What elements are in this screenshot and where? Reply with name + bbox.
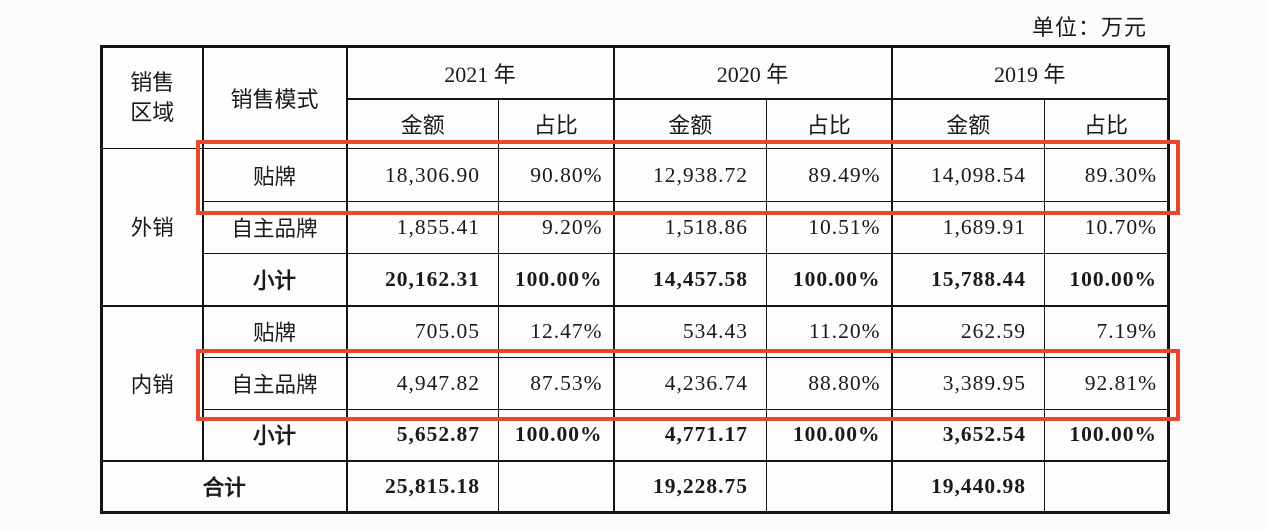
table-row-export-own-brand: 自主品牌 1,855.41 9.20% 1,518.86 10.51% 1,68… [102,201,1170,254]
total-amount-cell: 19,228.75 [612,459,768,513]
header-ratio-2019: 占比 [1044,97,1170,149]
header-row-years: 销售区域 销售模式 2021 年 2020 年 2019 年 [101,46,1170,149]
mode-cell: 小计 [201,409,347,461]
mode-cell: 贴牌 [201,148,347,202]
header-ratio-2021: 占比 [497,97,615,149]
sales-breakdown-table: 销售 区域 销售模式 2021 年 2020 年 2019 年 金额 占比 金额 … [100,45,1171,514]
ratio-cell: 100.00% [497,409,615,461]
amount-cell: 705.05 [345,304,499,358]
total-amount-cell: 25,815.18 [345,459,499,513]
table-row-export-oem: 外销 贴牌 18,306.90 90.80% 12,938.72 89.49% … [101,148,1170,306]
header-year-2019: 2019 年 [890,46,1170,99]
ratio-cell: 100.00% [766,253,893,306]
ratio-cell: 11.20% [766,304,893,358]
amount-cell: 4,236.74 [612,357,768,410]
ratio-cell: 100.00% [1044,409,1170,461]
ratio-cell: 10.51% [766,201,893,254]
header-year-2020: 2020 年 [612,46,893,99]
amount-cell: 1,518.86 [612,201,768,254]
amount-cell: 4,771.17 [612,409,768,461]
table-row-domestic-subtotal: 小计 5,652.87 100.00% 4,771.17 100.00% 3,6… [102,409,1170,461]
table-row-domestic-own-brand: 自主品牌 4,947.82 87.53% 4,236.74 88.80% 3,3… [102,357,1170,410]
amount-cell: 20,162.31 [345,253,499,306]
header-amount-2020: 金额 [612,97,768,149]
header-amount-2019: 金额 [890,97,1046,149]
table-row-export-subtotal: 小计 20,162.31 100.00% 14,457.58 100.00% 1… [102,253,1170,306]
ratio-cell: 92.81% [1044,357,1170,410]
header-year-2021: 2021 年 [345,46,615,99]
header-region-cell: 销售 区域 [101,46,203,149]
amount-cell: 12,938.72 [612,148,768,202]
amount-cell: 5,652.87 [345,409,499,461]
ratio-cell: 9.20% [497,201,615,254]
amount-cell: 3,652.54 [890,409,1046,461]
total-amount-cell: 19,440.98 [890,459,1046,513]
mode-cell: 贴牌 [201,304,347,358]
amount-cell: 1,855.41 [345,201,499,254]
ratio-cell: 100.00% [497,253,615,306]
ratio-cell: 87.53% [497,357,615,410]
amount-cell: 15,788.44 [890,253,1046,306]
amount-cell: 534.43 [612,304,768,358]
header-ratio-2020: 占比 [766,97,893,149]
amount-cell: 1,689.91 [890,201,1046,254]
ratio-cell: 90.80% [497,148,615,202]
region-cell-domestic: 内销 [101,304,203,461]
mode-cell: 小计 [201,253,347,306]
total-ratio-cell [766,459,893,513]
header-mode-cell: 销售模式 [201,46,347,149]
table-row-domestic-oem: 内销 贴牌 705.05 12.47% 534.43 11.20% 262.59… [101,304,1170,461]
ratio-cell: 89.49% [766,148,893,202]
total-ratio-cell [497,459,615,513]
amount-cell: 14,457.58 [612,253,768,306]
total-label-cell: 合计 [101,459,347,513]
header-region-line2: 区域 [130,100,175,125]
mode-cell: 自主品牌 [201,201,347,254]
amount-cell: 4,947.82 [345,357,499,410]
amount-cell: 262.59 [890,304,1046,358]
total-ratio-cell [1044,459,1170,513]
ratio-cell: 10.70% [1044,201,1170,254]
amount-cell: 3,389.95 [890,357,1046,410]
ratio-cell: 100.00% [766,409,893,461]
unit-label: 单位：万元 [1031,15,1147,40]
ratio-cell: 100.00% [1044,253,1170,306]
header-amount-2021: 金额 [345,97,499,149]
table-row-grand-total: 合计 25,815.18 19,228.75 19,440.98 [101,459,1170,513]
ratio-cell: 12.47% [497,304,615,358]
amount-cell: 14,098.54 [890,148,1046,202]
amount-cell: 18,306.90 [345,148,499,202]
ratio-cell: 7.19% [1044,304,1170,358]
header-region-line1: 销售 [130,70,175,96]
mode-cell: 自主品牌 [201,357,347,410]
ratio-cell: 89.30% [1044,148,1170,202]
ratio-cell: 88.80% [766,357,893,410]
region-cell-export: 外销 [101,148,203,306]
